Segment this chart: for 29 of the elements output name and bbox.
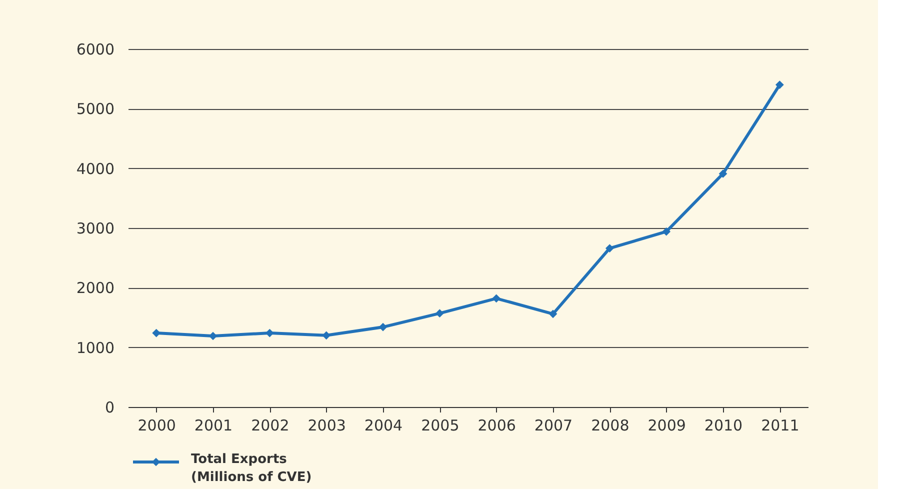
x-tick-label: 2011 xyxy=(761,416,800,434)
y-tick-label: 3000 xyxy=(76,220,114,238)
y-tick-label: 5000 xyxy=(76,100,114,118)
y-tick-label: 4000 xyxy=(76,160,114,178)
y-tick-label: 6000 xyxy=(76,40,114,58)
point xyxy=(718,170,728,178)
point xyxy=(548,310,558,318)
x-tick-label: 2005 xyxy=(421,416,460,434)
x-tick-label: 2010 xyxy=(704,416,743,434)
point xyxy=(662,227,671,236)
x-tick-label: 2004 xyxy=(364,416,403,434)
x-tick-label: 2009 xyxy=(648,416,686,434)
y-tick-label: 1000 xyxy=(76,338,114,357)
point xyxy=(605,244,614,252)
point xyxy=(492,294,501,303)
point xyxy=(322,331,331,340)
x-tick-label: 2003 xyxy=(308,416,346,434)
x-tick-label: 2001 xyxy=(194,416,233,434)
point xyxy=(775,80,784,89)
x-tick-label: 2002 xyxy=(251,416,290,434)
x-tick-label: 2000 xyxy=(138,416,176,434)
x-tick-label: 2007 xyxy=(534,416,573,434)
point xyxy=(378,322,388,332)
x-tick-label: 2006 xyxy=(478,416,516,434)
x-tick-label: 2008 xyxy=(591,416,630,434)
legend-label: Total Exports (Millions of CVE) xyxy=(191,452,312,485)
point xyxy=(435,309,444,318)
y-tick-label: 0 xyxy=(104,398,114,416)
y-tick-label: 2000 xyxy=(76,279,114,298)
